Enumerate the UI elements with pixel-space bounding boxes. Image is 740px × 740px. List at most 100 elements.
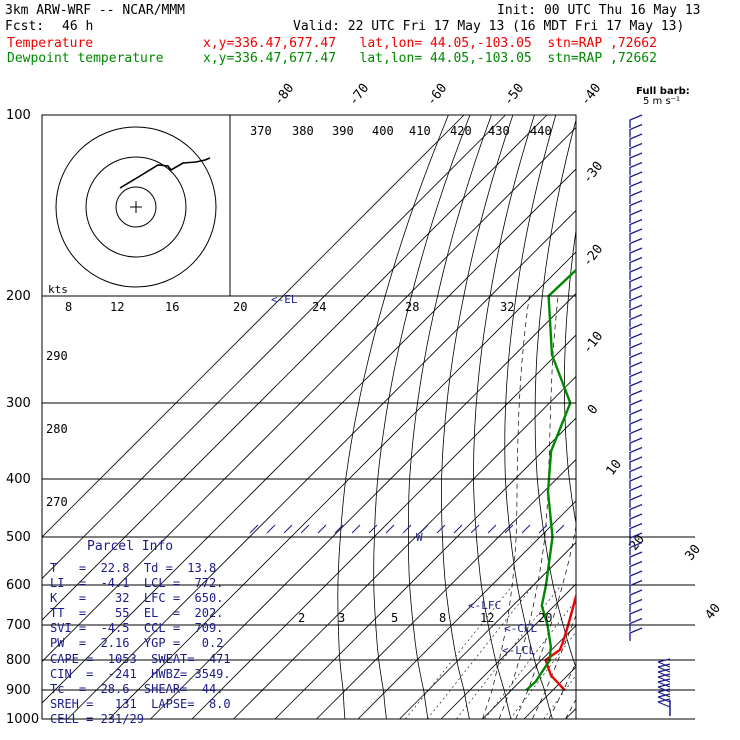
- wind-barb: [629, 332, 643, 347]
- parcel-info-table: T = 22.8 Td = 13.8 LI = -4.1 LCL = 772. K …: [50, 561, 231, 727]
- wind-barb: [629, 304, 643, 318]
- forecast-label: Fcst:: [5, 19, 45, 34]
- wind-barb: [629, 180, 643, 195]
- pressure-tick-label: 800: [6, 653, 31, 668]
- wind-barb: [629, 114, 643, 128]
- wind-barb: [657, 658, 671, 668]
- isotherm-label: 30: [683, 542, 704, 564]
- level-tick: [351, 524, 361, 534]
- wind-barb: [629, 228, 643, 242]
- parcel-info-row: K = 32 LFC = 650.: [50, 591, 224, 606]
- dry-adiabat-line: [673, 115, 740, 719]
- theta-label: 290: [46, 349, 68, 363]
- wind-barb: [629, 380, 643, 394]
- isotherm-label: -50: [501, 81, 527, 109]
- dry-adiabat-line: [408, 115, 492, 719]
- wind-barb: [629, 541, 643, 556]
- level-tick: [470, 524, 480, 534]
- parcel-info-row: LI = -4.1 LCL = 772.: [50, 576, 224, 591]
- wind-barb: [629, 503, 643, 518]
- forecast-hours: 46 h: [62, 19, 94, 34]
- temperature-location: x,y=336.47,677.47 lat,lon= 44.05,-103.05…: [203, 36, 657, 51]
- wind-barb: [629, 361, 643, 375]
- parcel-info-row: PW = 2.16 YGP = 0.2: [50, 636, 224, 651]
- level-tick: [334, 524, 344, 534]
- wind-barb: [629, 418, 643, 432]
- level-tick: [266, 524, 276, 534]
- level-tick: [419, 524, 429, 534]
- isotherm-line: [565, 707, 576, 719]
- isotherm-label: -20: [580, 242, 606, 270]
- level-tick: [249, 524, 259, 534]
- wind-barb: [629, 142, 643, 157]
- wind-barb: [657, 673, 671, 683]
- isotherm-line: [150, 292, 576, 719]
- wind-barb: [629, 171, 643, 185]
- level-tick: [317, 524, 327, 534]
- level-tick: [385, 524, 395, 534]
- pressure-tick-label: 1000: [6, 712, 39, 727]
- dry-adiabat-line: [564, 227, 576, 526]
- level-tick: [402, 524, 412, 534]
- hodograph-speed-label: 24: [312, 300, 326, 314]
- pressure-tick-label: 900: [6, 683, 31, 698]
- wind-barb: [657, 698, 671, 708]
- dry-adiabat-line: [473, 115, 535, 719]
- wind-barb: [629, 256, 643, 271]
- wind-barb: [629, 408, 643, 423]
- pressure-tick-label: 100: [6, 108, 31, 123]
- level-annotation: <-CCL: [504, 622, 537, 635]
- wind-barb: [629, 237, 643, 252]
- wind-barb: [629, 617, 643, 632]
- level-tick: [487, 524, 497, 534]
- mixing-ratio-label: 12: [480, 611, 494, 625]
- parcel-info-row: TT = 55 EL = 202.: [50, 606, 224, 621]
- wind-barb: [629, 266, 643, 280]
- wind-barb: [657, 663, 671, 673]
- isotherm-line: [42, 126, 576, 663]
- wind-barb: [657, 678, 671, 688]
- pressure-tick-label: 500: [6, 530, 31, 545]
- pressure-tick-label: 600: [6, 578, 31, 593]
- wind-barb: [629, 209, 643, 223]
- isotherm-line: [440, 583, 576, 719]
- isotherm-line: [399, 541, 576, 719]
- level-annotation: <-EL: [271, 293, 298, 306]
- parcel-info-row: CAPE = 1053 SWEAT= 471: [50, 651, 231, 666]
- hodograph-speed-label: 16: [165, 300, 179, 314]
- valid-time: Valid: 22 UTC Fri 17 May 13 (16 MDT Fri …: [293, 19, 685, 34]
- isotherm-line: [42, 115, 548, 621]
- isotherm-label: 40: [703, 601, 724, 623]
- isotherm-line: [191, 334, 576, 719]
- moist-adiabat-line: [582, 296, 740, 719]
- pressure-tick-label: 200: [6, 289, 31, 304]
- parcel-info-row: CIN = -241 HWBZ= 3549.: [50, 666, 231, 681]
- pressure-tick-label: 300: [6, 396, 31, 411]
- level-annotation: <-LFC: [468, 599, 501, 612]
- isotherm-line: [357, 500, 576, 719]
- theta-label: 410: [409, 124, 431, 138]
- hodograph-speed-label: 32: [500, 300, 514, 314]
- wind-barb: [629, 161, 643, 176]
- wind-barb: [629, 598, 643, 613]
- parcel-info-row: SVI = -4.5 CCL = 709.: [50, 621, 224, 636]
- wind-barb: [629, 532, 643, 546]
- parcel-info-row: SREH = 131 LAPSE= 8.0: [50, 696, 231, 711]
- mixing-ratio-label: 5: [391, 611, 398, 625]
- theta-label: 400: [372, 124, 394, 138]
- level-tick: [453, 524, 463, 534]
- pressure-tick-label: 400: [6, 472, 31, 487]
- wind-barb: [657, 693, 671, 703]
- hodograph-speed-label: 8: [65, 300, 72, 314]
- level-tick: [538, 524, 548, 534]
- isotherm-line: [649, 115, 740, 719]
- theta-label: 270: [46, 495, 68, 509]
- wind-barb: [629, 446, 643, 461]
- wind-barb: [629, 313, 643, 328]
- hodograph-speed-label: 28: [405, 300, 419, 314]
- level-annotation: W: [416, 531, 423, 544]
- dry-adiabat-line: [698, 115, 740, 719]
- level-annotation: <-LCL: [502, 644, 535, 657]
- isotherm-line: [108, 251, 576, 719]
